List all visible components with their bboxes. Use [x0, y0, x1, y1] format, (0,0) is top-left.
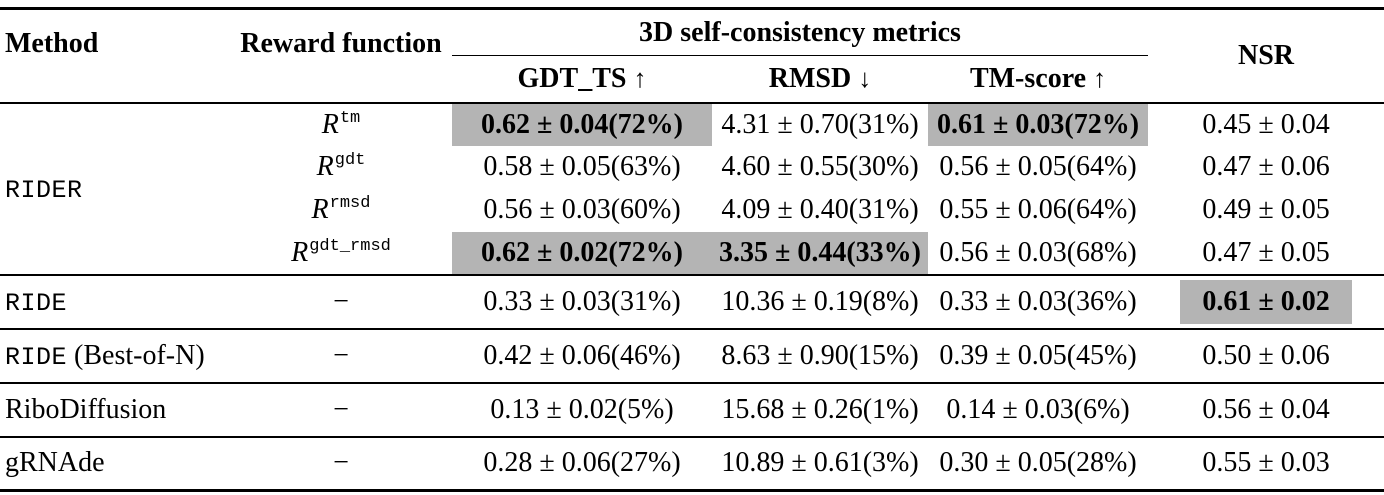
- col-header-tm-score: TM-score ↑: [928, 56, 1148, 103]
- cell-nsr: 0.50 ± 0.06: [1202, 339, 1330, 371]
- method-name-ride: RIDE: [0, 275, 230, 329]
- method-name-mono: RIDE: [5, 288, 68, 318]
- cell-rmsd: 15.68 ± 0.26(1%): [721, 393, 919, 425]
- cell-rmsd: 3.35 ± 0.44(33%): [712, 231, 928, 275]
- table-row-ride-best-of-n: RIDE (Best-of-N) − 0.42 ± 0.06(46%) 8.63…: [0, 329, 1384, 383]
- rmsd-label: RMSD: [768, 62, 852, 94]
- reward-function-none: −: [333, 447, 349, 479]
- table-row-rider-rrmsd: Rrmsd 0.56 ± 0.03(60%) 4.09 ± 0.40(31%) …: [0, 189, 1384, 232]
- cell-tm-score: 0.55 ± 0.06(64%): [939, 194, 1137, 225]
- up-arrow-icon: ↑: [1093, 63, 1107, 93]
- reward-superscript: rmsd: [329, 194, 371, 213]
- header-row-metrics: GDT_TS ↑ RMSD ↓ TM-score ↑: [0, 56, 1384, 103]
- method-name-rider: RIDER: [0, 103, 230, 275]
- reward-symbol: R: [316, 151, 334, 182]
- down-arrow-icon: ↓: [858, 63, 872, 93]
- method-name-grnade: gRNAde: [0, 437, 230, 491]
- col-header-reward-function: Reward function: [240, 27, 442, 59]
- cell-rmsd: 8.63 ± 0.90(15%): [721, 339, 919, 371]
- table-row-ride: RIDE − 0.33 ± 0.03(31%) 10.36 ± 0.19(8%)…: [0, 275, 1384, 329]
- reward-superscript: gdt_rmsd: [309, 236, 391, 256]
- cell-nsr: 0.61 ± 0.02: [1148, 275, 1384, 329]
- cell-tm-score: 0.56 ± 0.05(64%): [939, 151, 1137, 182]
- reward-function-rgdt: Rgdt: [230, 146, 452, 189]
- cell-gdt-ts: 0.28 ± 0.06(27%): [483, 447, 681, 479]
- reward-superscript: gdt: [334, 151, 366, 170]
- cell-tm-score: 0.30 ± 0.05(28%): [939, 447, 1137, 479]
- cell-tm-score: 0.14 ± 0.03(6%): [946, 393, 1130, 425]
- table-header: Method Reward function 3D self-consisten…: [0, 8, 1384, 103]
- reward-symbol: R: [291, 236, 309, 268]
- reward-superscript: tm: [339, 108, 361, 128]
- cell-tm-score: 0.33 ± 0.03(36%): [939, 285, 1137, 317]
- cell-gdt-ts: 0.56 ± 0.03(60%): [483, 194, 681, 225]
- reward-symbol: R: [311, 194, 329, 225]
- cell-rmsd: 10.89 ± 0.61(3%): [721, 447, 919, 479]
- up-arrow-icon: ↑: [633, 63, 647, 93]
- reward-function-none: −: [333, 285, 349, 317]
- reward-function-none: −: [333, 393, 349, 425]
- col-header-rmsd: RMSD ↓: [712, 56, 928, 103]
- reward-symbol: R: [321, 108, 339, 140]
- cell-rmsd: 4.09 ± 0.40(31%): [721, 194, 919, 225]
- cell-tm-score: 0.56 ± 0.03(68%): [939, 236, 1137, 268]
- cell-rmsd: 4.60 ± 0.55(30%): [721, 151, 919, 182]
- col-header-gdt-ts: GDT_TS ↑: [452, 56, 712, 103]
- cell-rmsd: 4.31 ± 0.70(31%): [721, 108, 919, 140]
- highlighted-nsr-value: 0.61 ± 0.02: [1180, 279, 1352, 324]
- table-row-rider-rtm: RIDER Rtm 0.62 ± 0.04(72%) 4.31 ± 0.70(3…: [0, 102, 1384, 205]
- cell-rmsd: 10.36 ± 0.19(8%): [721, 285, 919, 317]
- cell-gdt-ts: 0.62 ± 0.04(72%): [452, 102, 712, 146]
- method-name-ribodiffusion: RiboDiffusion: [0, 383, 230, 437]
- table-row-ribodiffusion: RiboDiffusion − 0.13 ± 0.02(5%) 15.68 ± …: [0, 383, 1384, 437]
- method-name-ride-best-of-n: RIDE (Best-of-N): [0, 329, 230, 383]
- method-name-rest: gRNAde: [5, 447, 105, 479]
- gdt-ts-label: GDT_TS: [517, 62, 627, 94]
- reward-function-rtm: Rtm: [230, 103, 452, 146]
- results-table: Method Reward function 3D self-consisten…: [0, 7, 1384, 492]
- cell-nsr: 0.55 ± 0.03: [1202, 447, 1330, 479]
- col-header-nsr: NSR: [1238, 39, 1295, 71]
- method-name-mono: RIDER: [5, 175, 83, 205]
- col-group-header-3d-self-consistency-metrics: 3D self-consistency metrics: [452, 8, 1149, 56]
- table-row-rider-rgdtrmsd: Rgdt_rmsd 0.62 ± 0.02(72%) 3.35 ± 0.44(3…: [0, 231, 1384, 275]
- tm-score-label: TM-score: [969, 62, 1087, 94]
- method-name-rest: (Best-of-N): [67, 339, 205, 371]
- col-header-method: Method: [5, 27, 99, 59]
- table-row-rider-rgdt: Rgdt 0.58 ± 0.05(63%) 4.60 ± 0.55(30%) 0…: [0, 146, 1384, 189]
- method-group-ribodiffusion: RiboDiffusion − 0.13 ± 0.02(5%) 15.68 ± …: [0, 382, 1384, 437]
- reward-function-rrmsd: Rrmsd: [230, 189, 452, 232]
- header-row-top: Method Reward function 3D self-consisten…: [0, 8, 1384, 71]
- cell-nsr: 0.56 ± 0.04: [1202, 393, 1330, 425]
- method-name-mono: RIDE: [5, 342, 68, 372]
- cell-gdt-ts: 0.62 ± 0.02(72%): [452, 231, 712, 275]
- cell-nsr: 0.47 ± 0.06: [1202, 151, 1330, 182]
- method-group-ride: RIDE − 0.33 ± 0.03(31%) 10.36 ± 0.19(8%)…: [0, 274, 1384, 329]
- cell-gdt-ts: 0.33 ± 0.03(31%): [483, 285, 681, 317]
- table-row-grnade: gRNAde − 0.28 ± 0.06(27%) 10.89 ± 0.61(3…: [0, 437, 1384, 491]
- cell-gdt-ts: 0.42 ± 0.06(46%): [483, 339, 681, 371]
- cell-gdt-ts: 0.58 ± 0.05(63%): [483, 151, 681, 182]
- method-group-ride-best-of-n: RIDE (Best-of-N) − 0.42 ± 0.06(46%) 8.63…: [0, 328, 1384, 383]
- method-group-rider: RIDER Rtm 0.62 ± 0.04(72%) 4.31 ± 0.70(3…: [0, 102, 1384, 275]
- cell-tm-score: 0.39 ± 0.05(45%): [939, 339, 1137, 371]
- cell-nsr: 0.45 ± 0.04: [1202, 108, 1330, 140]
- reward-function-none: −: [333, 339, 349, 371]
- cell-nsr: 0.47 ± 0.05: [1202, 236, 1330, 268]
- method-name-rest: RiboDiffusion: [5, 393, 167, 425]
- method-group-grnade: gRNAde − 0.28 ± 0.06(27%) 10.89 ± 0.61(3…: [0, 436, 1384, 491]
- cell-nsr: 0.49 ± 0.05: [1202, 194, 1330, 225]
- cell-tm-score: 0.61 ± 0.03(72%): [928, 102, 1149, 146]
- cell-gdt-ts: 0.13 ± 0.02(5%): [490, 393, 674, 425]
- reward-function-rgdtrmsd: Rgdt_rmsd: [230, 232, 452, 275]
